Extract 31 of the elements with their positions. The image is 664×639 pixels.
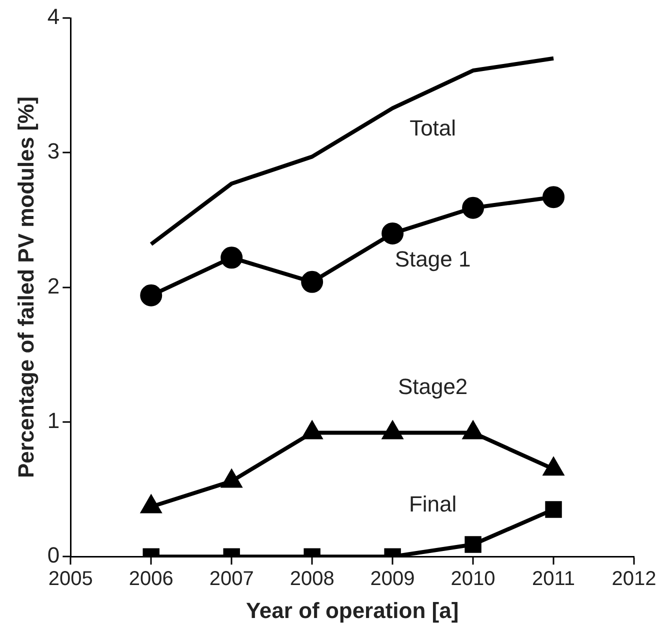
series-label: Stage 1 — [394, 246, 471, 272]
x-tick-label: 2011 — [532, 568, 576, 590]
point — [301, 270, 324, 293]
series-label: Total — [410, 115, 456, 140]
series-label: Final — [408, 492, 457, 517]
x-axis-title: Year of operation [a] — [246, 598, 459, 623]
x-tick-label: 2008 — [290, 568, 334, 590]
y-tick-label: 3 — [47, 138, 60, 164]
point — [542, 186, 565, 208]
y-tick-label: 1 — [47, 408, 60, 434]
x-tick-label: 2006 — [128, 568, 174, 590]
y-tick-label: 2 — [47, 273, 60, 298]
y-tick-label: 0 — [47, 542, 60, 568]
point — [462, 196, 484, 219]
x-tick-label: 2010 — [450, 568, 496, 590]
x-tick-label: 2005 — [48, 568, 93, 590]
y-axis-title: Percentage of failed PV modules [%] — [13, 96, 38, 478]
x-tick-label: 2007 — [209, 568, 254, 590]
y-tick-label: 4 — [47, 4, 60, 30]
point — [382, 422, 402, 440]
point — [544, 458, 564, 476]
point — [302, 422, 322, 440]
series-label: Stage2 — [398, 374, 468, 399]
point — [220, 246, 243, 269]
x-tick-label: 2012 — [612, 568, 656, 590]
point — [382, 222, 404, 244]
point — [463, 422, 483, 440]
point — [222, 470, 242, 488]
point — [141, 496, 161, 514]
x-tick-label: 2009 — [370, 568, 415, 590]
point — [140, 284, 162, 306]
